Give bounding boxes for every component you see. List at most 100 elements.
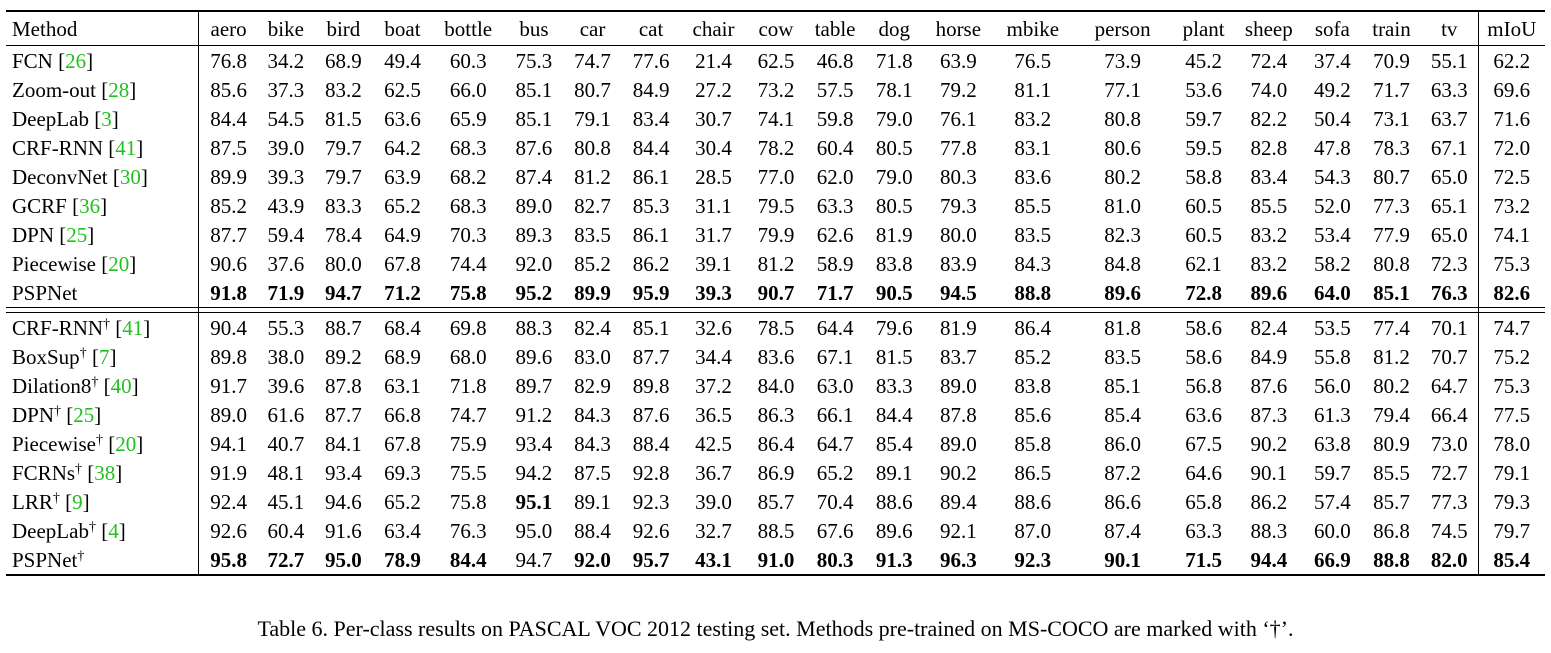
miou-cell: 73.2 [1477, 191, 1545, 220]
table-row: Piecewise† [20] 94.1 40.7 84.1 67.8 75.9 93.4 8… [6, 429, 1545, 458]
score-cell: 91.8 [198, 278, 258, 308]
score-value: 31.1 [695, 193, 732, 218]
score-value: 76.5 [1014, 48, 1052, 73]
score-cell: 80.8 [1362, 249, 1421, 278]
score-cell: 86.5 [993, 458, 1073, 487]
score-value: 58.9 [816, 251, 854, 276]
score-cell: 63.1 [373, 371, 432, 400]
citation-link[interactable]: 25 [73, 402, 95, 427]
citation-link[interactable]: 20 [115, 431, 137, 456]
score-cell: 66.1 [806, 400, 865, 429]
score-cell: 84.8 [1073, 249, 1173, 278]
score-cell: 58.2 [1303, 249, 1362, 278]
citation-link[interactable]: 26 [65, 48, 87, 73]
score-cell: 55.3 [257, 312, 314, 342]
score-cell: 90.1 [1072, 545, 1173, 576]
score-value: 77.4 [1373, 315, 1410, 340]
score-cell: 77.6 [622, 46, 681, 76]
score-cell: 85.5 [993, 191, 1073, 220]
score-cell: 74.7 [563, 46, 621, 76]
score-value: 73.9 [1104, 48, 1141, 73]
score-cell: 88.4 [622, 429, 681, 458]
score-value: 48.1 [267, 460, 305, 485]
score-value: 72.3 [1430, 251, 1468, 276]
score-value: 69.8 [449, 315, 487, 340]
table-row: DPN† [25] 89.0 61.6 87.7 66.8 74.7 91.2 84.3 87.… [6, 400, 1545, 429]
score-cell: 65.2 [373, 487, 432, 516]
score-cell: 94.7 [504, 545, 564, 576]
score-value: 66.0 [449, 77, 487, 102]
citation-link[interactable]: 38 [94, 460, 116, 485]
citation-link[interactable]: 30 [119, 164, 141, 189]
score-value: 76.3 [1430, 280, 1468, 305]
citation-link[interactable]: 36 [79, 193, 101, 218]
score-value: 58.6 [1185, 315, 1223, 340]
score-cell: 75.8 [432, 487, 504, 516]
score-cell: 31.1 [681, 191, 747, 220]
score-cell: 84.9 [622, 75, 681, 104]
score-cell: 92.0 [504, 249, 563, 278]
citation-link[interactable]: 41 [122, 315, 144, 340]
citation-link[interactable]: 28 [108, 77, 130, 102]
group-separator [6, 307, 1545, 313]
score-cell: 78.2 [746, 133, 805, 162]
score-cell: 92.8 [622, 458, 681, 487]
miou-cell: 75.3 [1477, 249, 1545, 278]
score-value: 92.3 [1014, 547, 1052, 572]
citation-link[interactable]: 9 [72, 489, 83, 514]
score-value: 95.8 [210, 547, 247, 572]
score-cell: 86.1 [622, 162, 681, 191]
score-value: 96.3 [939, 547, 977, 572]
score-cell: 94.1 [199, 429, 258, 458]
score-value: 85.4 [1104, 402, 1141, 427]
score-cell: 94.4 [1234, 545, 1303, 576]
score-cell: 91.2 [504, 400, 563, 429]
score-value: 71.7 [816, 280, 854, 305]
score-cell: 58.6 [1172, 312, 1235, 342]
score-cell: 83.2 [1235, 220, 1303, 249]
score-cell: 70.7 [1421, 342, 1478, 371]
citation-link[interactable]: 41 [115, 135, 137, 160]
score-value: 75.8 [449, 280, 487, 305]
score-cell: 72.4 [1235, 46, 1303, 76]
score-value: 84.4 [210, 106, 247, 131]
score-cell: 80.8 [1073, 104, 1173, 133]
citation-link[interactable]: 40 [110, 373, 132, 398]
score-cell: 89.0 [504, 191, 563, 220]
score-cell: 80.7 [563, 75, 621, 104]
score-cell: 63.3 [806, 191, 865, 220]
score-value: 68.4 [384, 315, 421, 340]
score-cell: 55.8 [1303, 342, 1362, 371]
citation-link[interactable]: 3 [101, 106, 112, 131]
score-cell: 84.4 [622, 133, 681, 162]
score-value: 85.1 [632, 315, 670, 340]
citation-link[interactable]: 4 [108, 518, 119, 543]
score-cell: 74.1 [746, 104, 805, 133]
score-cell: 96.3 [923, 545, 993, 576]
score-value: 83.7 [939, 344, 977, 369]
column-header-miou: mIoU [1477, 10, 1545, 46]
score-cell: 31.7 [681, 220, 747, 249]
score-cell: 83.4 [1235, 162, 1303, 191]
score-value: 85.5 [1014, 193, 1052, 218]
score-value: 69.6 [1493, 77, 1531, 102]
citation-link[interactable]: 20 [108, 251, 130, 276]
score-value: 94.6 [324, 489, 362, 514]
score-value: 62.5 [757, 48, 795, 73]
score-cell: 80.0 [924, 220, 993, 249]
score-cell: 65.0 [1421, 162, 1478, 191]
score-cell: 37.3 [258, 75, 314, 104]
score-cell: 57.4 [1303, 487, 1362, 516]
score-value: 79.7 [324, 164, 362, 189]
table-row: DeepLab [3] 84.4 54.5 81.5 63.6 65.9 85.1 79.1 8… [6, 104, 1545, 133]
miou-cell: 72.5 [1477, 162, 1545, 191]
score-value: 37.6 [267, 251, 305, 276]
score-cell: 89.9 [563, 278, 622, 308]
score-cell: 89.8 [622, 371, 681, 400]
score-cell: 39.0 [258, 133, 314, 162]
score-cell: 85.1 [504, 104, 563, 133]
score-value: 77.0 [757, 164, 795, 189]
citation-link[interactable]: 25 [66, 222, 88, 247]
citation-link[interactable]: 7 [98, 344, 110, 369]
miou-cell: 78.0 [1477, 429, 1545, 458]
